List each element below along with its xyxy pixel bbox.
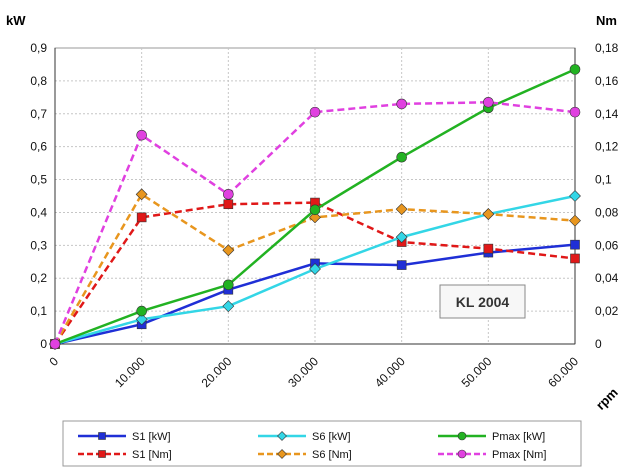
legend-swatch-marker (277, 449, 287, 459)
data-point (222, 244, 235, 257)
legend-label: S6 [Nm] (312, 449, 352, 461)
legend-label: S1 [Nm] (132, 449, 172, 461)
y-tick-label-left: 0,3 (30, 238, 47, 252)
legend-swatch-marker (457, 431, 467, 441)
data-point (135, 313, 148, 326)
y-tick-label-right: 0,08 (595, 205, 619, 219)
data-point (309, 211, 321, 224)
y-tick-label-right: 0 (595, 337, 602, 351)
x-tick-label: 50.000 (459, 354, 495, 390)
x-tick-label: 40.000 (372, 354, 408, 390)
series (49, 64, 581, 350)
data-point (135, 188, 148, 201)
data-point (483, 243, 494, 254)
legend: S1 [kW] S6 [kW] Pmax [kW] S1 [Nm] S6 [Nm] Pma… (62, 420, 582, 467)
legend-entry: S1 [kW] (78, 431, 171, 443)
x-tick-label: 20.000 (199, 354, 235, 390)
data-point (223, 199, 234, 210)
y-tick-label-right: 0,02 (595, 304, 619, 318)
y-tick-label-left: 0,6 (30, 140, 47, 154)
data-point (222, 300, 235, 313)
legend-entry: Pmax [kW] (438, 431, 545, 443)
y-tick-label-right: 0,1 (595, 173, 612, 187)
y-tick-label-left: 0,7 (30, 107, 47, 121)
data-point (136, 305, 147, 317)
data-point (570, 239, 580, 250)
y-tick-label-left: 0,9 (30, 41, 47, 55)
legend-swatch-marker (98, 432, 106, 440)
legend-label: S6 [kW] (312, 431, 351, 443)
legend-label: Pmax [Nm] (492, 449, 546, 461)
series-pmax-nm (49, 96, 581, 350)
y-tick-label-left: 0,4 (30, 205, 47, 219)
data-point (569, 106, 581, 118)
data-point (309, 106, 321, 118)
legend-swatch-marker (277, 431, 287, 441)
data-point (396, 98, 407, 110)
legend-entry: Pmax [Nm] (438, 449, 546, 461)
data-point (49, 338, 61, 350)
legend-label: Pmax [kW] (492, 431, 545, 443)
y-axis-label-left: kW (6, 13, 26, 28)
x-tick-label: 30.000 (285, 354, 321, 390)
legend-entry: S1 [Nm] (78, 449, 172, 461)
legend-swatch-marker (98, 450, 106, 458)
x-tick-label: 0 (46, 354, 61, 369)
data-point (483, 96, 494, 108)
data-point (569, 64, 581, 75)
y-tick-label-left: 0,5 (30, 173, 47, 187)
data-point (396, 260, 407, 270)
legend-frame (62, 420, 582, 467)
x-axis-label: rpm (593, 385, 621, 413)
data-point (223, 279, 234, 291)
data-point (569, 214, 581, 227)
y-tick-label-right: 0,12 (595, 140, 619, 154)
data-point (396, 151, 407, 163)
y-tick-label-right: 0,18 (595, 41, 619, 55)
annotation-label: KL 2004 (456, 294, 510, 310)
data-point (570, 253, 580, 264)
y-tick-label-right: 0,16 (595, 74, 619, 88)
annotation-box: KL 2004 (439, 284, 526, 319)
y-tick-label-left: 0,8 (30, 74, 47, 88)
y-axis-label-right: Nm (596, 13, 617, 28)
data-point (223, 189, 234, 200)
data-point (136, 212, 147, 223)
data-point (309, 204, 321, 216)
legend-entry: S6 [Nm] (258, 449, 352, 461)
legend-entry: S6 [kW] (258, 431, 351, 443)
y-tick-label-left: 0,1 (30, 304, 47, 318)
data-point (395, 231, 408, 244)
y-tick-label-right: 0,14 (595, 107, 619, 121)
y-tick-label-right: 0,04 (595, 271, 619, 285)
legend-label: S1 [kW] (132, 431, 171, 443)
data-point (482, 208, 495, 221)
data-point (569, 190, 581, 202)
legend-swatch-marker (457, 449, 467, 459)
data-point (395, 203, 408, 216)
y-tick-label-right: 0,06 (595, 238, 619, 252)
data-point (309, 263, 321, 275)
y-tick-label-left: 0 (40, 337, 47, 351)
x-tick-label: 10.000 (112, 354, 148, 390)
data-point (136, 129, 147, 141)
y-tick-label-left: 0,2 (30, 271, 47, 285)
x-tick-label: 60.000 (545, 354, 581, 390)
